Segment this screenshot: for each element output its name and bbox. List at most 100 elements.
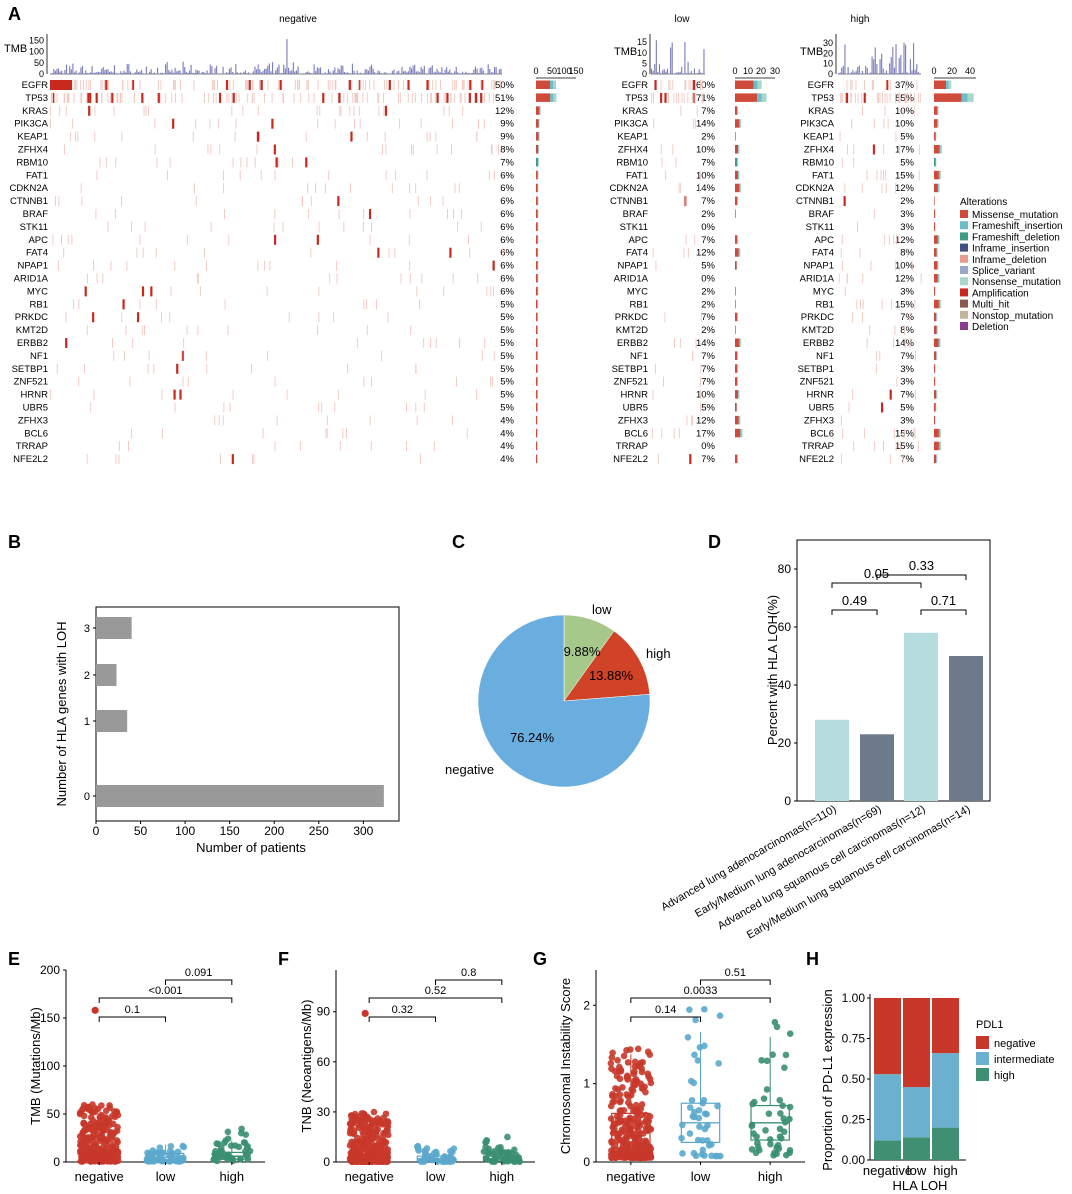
mutation-cell	[155, 299, 157, 310]
mutation-cell	[205, 350, 207, 361]
mutation-cell	[443, 286, 445, 297]
comparison-pvalue: <0.001	[149, 985, 183, 997]
mutation-cell	[80, 80, 82, 90]
mutation-cell	[327, 80, 329, 90]
gene-count-bar	[934, 325, 937, 335]
mutation-cell	[693, 92, 695, 103]
mutation-cell	[273, 234, 277, 245]
panel-letter-h: H	[806, 949, 819, 969]
mutation-cell	[902, 454, 904, 465]
gene-count-bar	[738, 390, 739, 399]
mutation-cell	[357, 80, 359, 90]
gene-label-ZFHX4: ZFHX4	[618, 145, 648, 156]
gene-count-bar	[937, 261, 939, 270]
data-point	[753, 1133, 760, 1140]
gene-label-TRRAP: TRRAP	[616, 441, 648, 452]
mutation-cell	[853, 441, 855, 452]
tmb-bar	[319, 67, 322, 74]
tmb-bar	[476, 68, 478, 74]
tmb-bar	[254, 66, 256, 74]
mutation-cell	[106, 157, 108, 168]
mutation-cell	[860, 299, 861, 310]
gene-pct: 7%	[900, 351, 914, 362]
mutation-cell	[271, 118, 274, 129]
mutation-cell	[125, 325, 127, 336]
data-point	[679, 1150, 686, 1157]
x-tick-label: high	[758, 1169, 783, 1184]
mutation-cell	[346, 428, 347, 439]
legend-swatch	[960, 266, 968, 274]
panel-letter-f: F	[278, 949, 289, 969]
gene-count-bar	[934, 248, 937, 257]
gene-label-ZNF521: ZNF521	[800, 377, 834, 388]
mutation-cell	[181, 350, 184, 361]
mutation-cell	[78, 376, 80, 387]
mutation-cell	[872, 80, 874, 90]
mutation-cell	[478, 118, 479, 129]
mutation-cell	[883, 170, 884, 181]
mutation-cell	[461, 80, 463, 90]
mutation-cell	[354, 92, 356, 103]
alterations-legend: AlterationsMissense_mutationFrameshift_i…	[960, 197, 1063, 333]
gene-label-UBR5: UBR5	[23, 403, 48, 414]
gene-count-bar	[536, 338, 538, 347]
tmb-bar	[289, 71, 291, 74]
mutation-cell	[685, 80, 687, 90]
mutation-cell	[435, 92, 437, 103]
gene-count-bar	[940, 145, 942, 154]
gene-pct: 5%	[500, 312, 514, 323]
data-point	[701, 1005, 708, 1013]
mutation-cell	[691, 92, 693, 103]
mutation-cell	[416, 415, 418, 426]
tmb-bar	[214, 68, 216, 74]
gene-count-bar	[536, 222, 538, 231]
gene-count-bar	[934, 312, 937, 322]
tmb-bar	[316, 67, 318, 74]
data-point	[776, 1133, 784, 1140]
mutation-cell	[257, 260, 259, 271]
mutation-cell	[318, 402, 320, 413]
tmb-bar	[206, 70, 208, 74]
mutation-cell	[89, 92, 92, 103]
x-tick-label: 200	[264, 824, 284, 838]
mutation-cell	[839, 92, 841, 103]
mutation-cell	[446, 92, 449, 103]
mutation-cell	[363, 299, 365, 310]
tmb-bar	[265, 68, 267, 74]
mutation-cell	[668, 80, 670, 90]
data-point	[632, 1153, 640, 1161]
tmb-bar	[262, 70, 264, 74]
mutation-cell	[251, 363, 252, 374]
mutation-cell	[259, 80, 260, 90]
data-point	[88, 1123, 96, 1131]
comparison-bracket	[630, 1016, 701, 1022]
mutation-cell	[675, 92, 677, 103]
legend-swatch	[976, 1068, 989, 1081]
tmb-bar	[442, 73, 445, 74]
data-point	[767, 1140, 774, 1148]
gene-count-bar	[735, 364, 738, 373]
tmb-bar	[879, 59, 881, 74]
mutation-cell	[206, 363, 208, 374]
comparison-pvalue: 0.0033	[684, 985, 718, 997]
tmb-bar	[179, 70, 181, 74]
gene-pct: 0%	[701, 222, 715, 233]
mutation-cell	[692, 80, 696, 90]
gene-count-bar	[939, 145, 941, 154]
mutation-cell	[854, 92, 856, 103]
pie-slice-high	[563, 630, 651, 702]
tmb-bar	[356, 70, 358, 74]
mutation-cell	[454, 183, 456, 194]
gene-count-bar	[739, 119, 741, 128]
gene-label-FAT1: FAT1	[812, 170, 834, 181]
mutation-cell	[388, 80, 391, 90]
mutation-cell	[909, 338, 911, 348]
mutation-cell	[673, 428, 675, 439]
gene-pct: 4%	[500, 441, 514, 452]
tmb-bar	[324, 72, 326, 74]
gene-label-PIK3CA: PIK3CA	[14, 119, 48, 130]
data-point	[749, 1100, 756, 1108]
comparison-bracket	[831, 582, 922, 588]
y-tick-label: 1	[84, 716, 90, 728]
mutation-cell	[913, 92, 915, 103]
